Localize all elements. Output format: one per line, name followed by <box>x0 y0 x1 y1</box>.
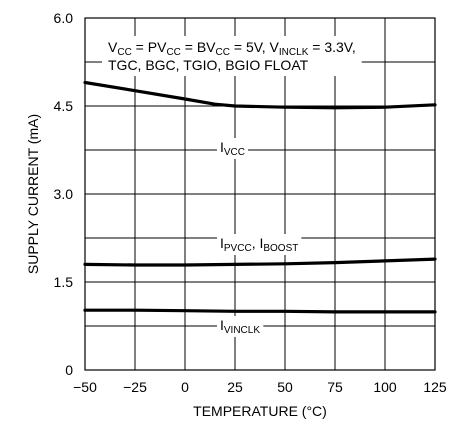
conditions-annotation-line2: TGC, BGC, TGIO, BGIO FLOAT <box>108 57 309 73</box>
series-label-ipvcc-iboost: IPVCC, IBOOST <box>220 235 298 254</box>
series-label-background <box>217 138 249 159</box>
series-label-background <box>217 316 264 337</box>
x-tick-label: 125 <box>423 379 447 395</box>
x-tick-labels: −50 −25 0 25 50 75 100 125 <box>73 379 447 395</box>
x-tick-label: 0 <box>181 379 189 395</box>
series-label-ivcc: IVCC <box>220 139 245 158</box>
series-label-background <box>217 234 302 255</box>
y-tick-label: 6.0 <box>54 10 74 26</box>
y-axis-label: SUPPLY CURRENT (mA) <box>25 114 41 274</box>
y-tick-label: 4.5 <box>54 98 74 114</box>
y-tick-label: 0 <box>65 362 73 378</box>
plot-frame <box>84 17 436 371</box>
conditions-annotation-line1: VCC = PVCC = BVCC = 5V, VINCLK = 3.3V, <box>108 39 356 58</box>
series-line-pvcc <box>83 257 437 267</box>
annotation-background <box>102 36 362 76</box>
x-tick-label: −25 <box>123 379 147 395</box>
x-tick-label: −50 <box>73 379 97 395</box>
series-line-vcc <box>83 80 437 110</box>
series-lines <box>83 80 437 314</box>
series-label-ivinclk: IVINCLK <box>220 317 260 336</box>
y-tick-label: 1.5 <box>54 274 74 290</box>
series-line-vinclk <box>83 308 437 314</box>
x-tick-label: 50 <box>277 379 293 395</box>
x-axis-label: TEMPERATURE (°C) <box>193 403 327 419</box>
x-tick-label: 25 <box>227 379 243 395</box>
y-tick-label: 3.0 <box>54 186 74 202</box>
x-tick-label: 75 <box>327 379 343 395</box>
x-tick-label: 100 <box>373 379 397 395</box>
y-tick-labels: 0 1.5 3.0 4.5 6.0 <box>54 10 74 378</box>
